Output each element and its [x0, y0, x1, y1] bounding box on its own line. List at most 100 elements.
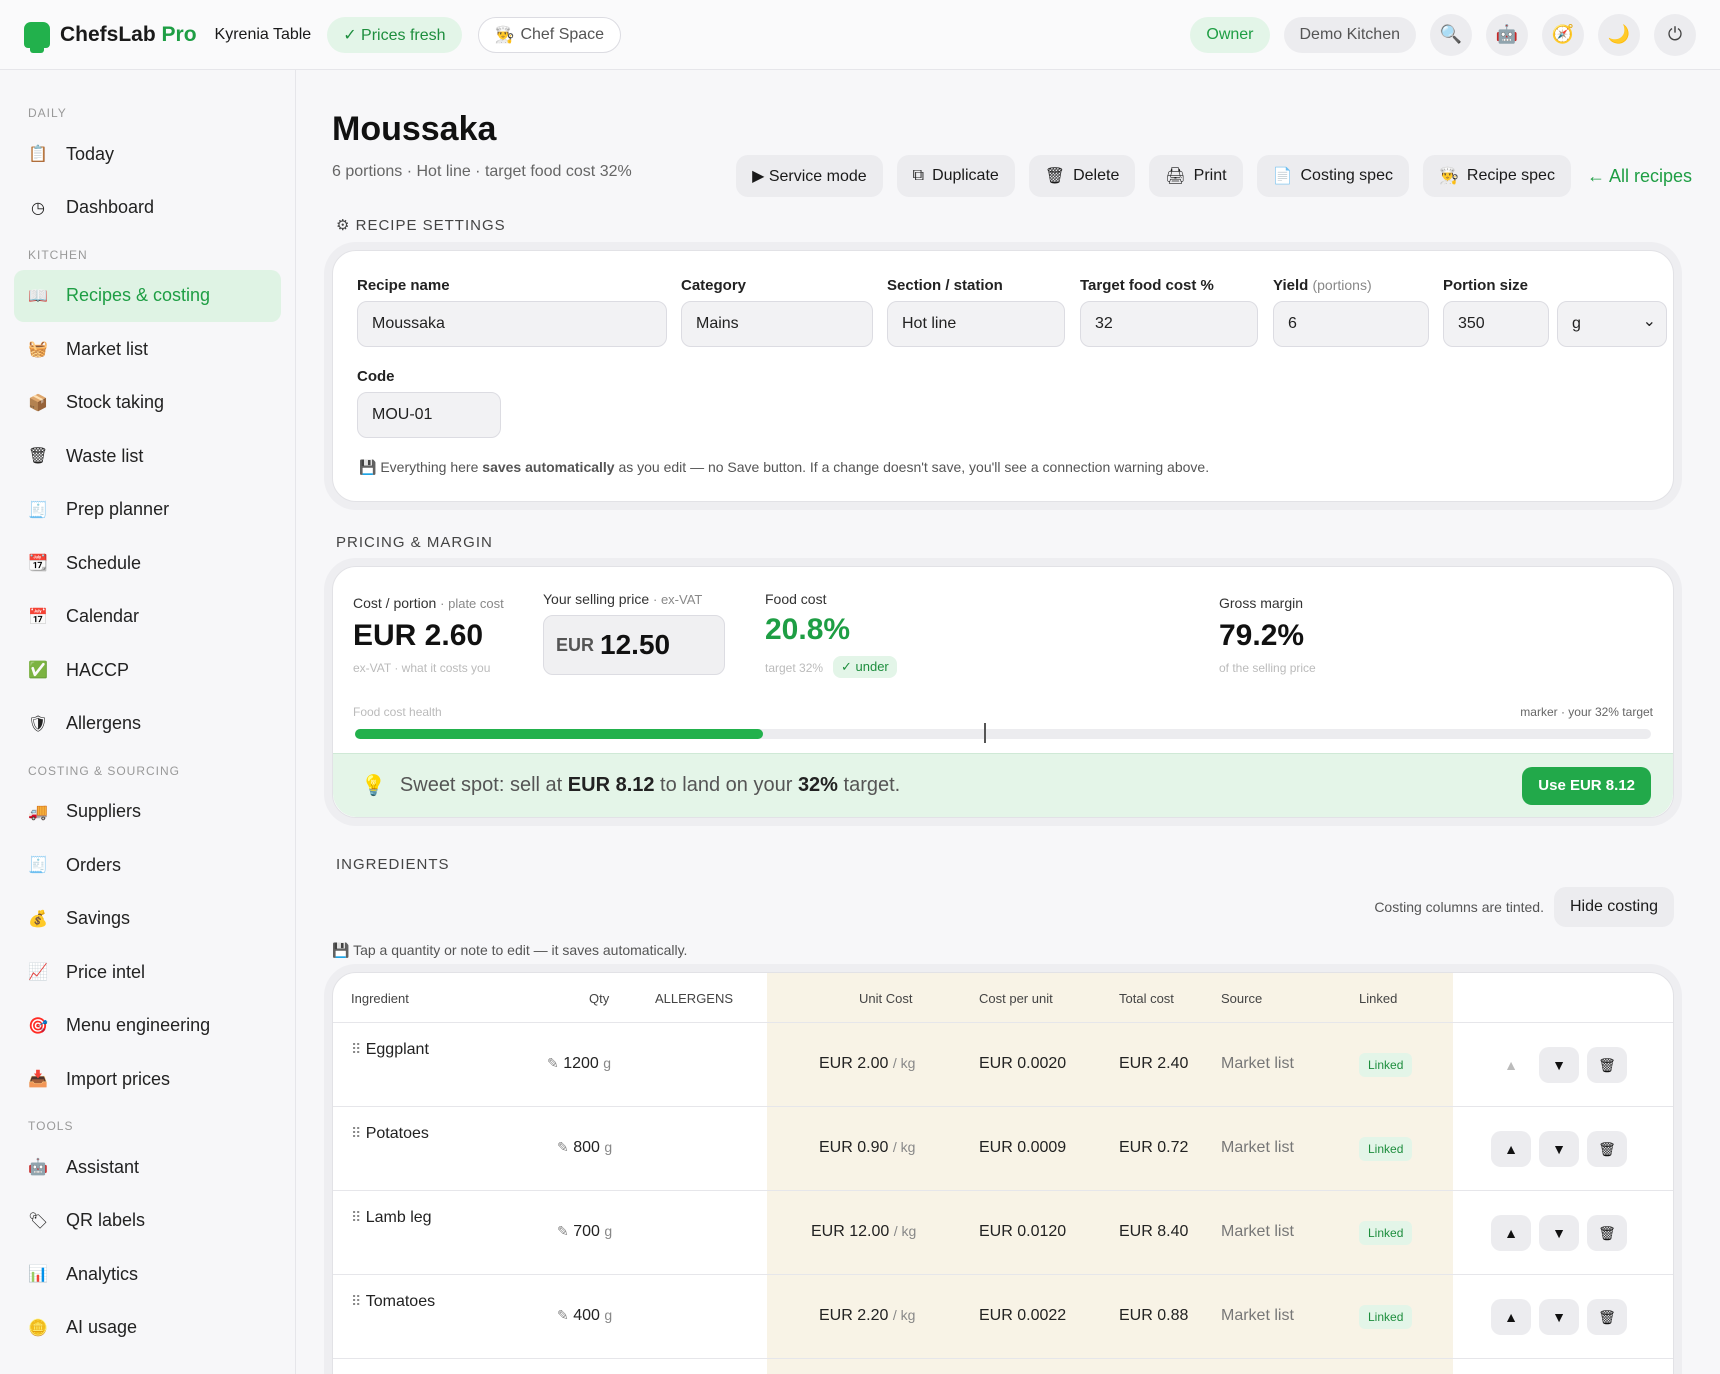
- qty-cell[interactable]: ✎ 800 g: [557, 1139, 613, 1156]
- table-row: ⠿ Lamb leg ✎ 700 g EUR 12.00 / kg EUR 0.…: [333, 1191, 1673, 1275]
- sidebar-item-menu-engineering[interactable]: 🎯 Menu engineering: [28, 1015, 211, 1035]
- source[interactable]: Market list: [1221, 1223, 1294, 1240]
- move-up-icon[interactable]: ▲: [1504, 1057, 1518, 1073]
- yield-field[interactable]: 6: [1273, 301, 1429, 347]
- move-down-icon[interactable]: ▼: [1539, 1215, 1579, 1251]
- source[interactable]: Market list: [1221, 1055, 1294, 1072]
- sidebar-item-analytics[interactable]: 📊 Analytics: [28, 1263, 139, 1284]
- sidebar-section-costing: COSTING & SOURCING: [28, 763, 181, 778]
- col-source: Source: [1221, 991, 1263, 1006]
- robot-icon[interactable]: 🤖: [1486, 13, 1528, 56]
- ingredient-name[interactable]: ⠿ Lamb leg: [351, 1209, 432, 1226]
- venue-name[interactable]: Kyrenia Table: [214, 25, 312, 43]
- page-title: Moussaka: [332, 110, 497, 148]
- section-station-label: Section / station: [887, 277, 1003, 294]
- sidebar-item-allergens[interactable]: 🛡 Allergens: [27, 713, 142, 733]
- print-button[interactable]: 🖨 Print: [1149, 155, 1243, 197]
- sidebar-item-qr-labels[interactable]: 🏷 QR labels: [27, 1210, 146, 1230]
- section-station-field[interactable]: Hot line: [887, 301, 1065, 347]
- sidebar-item-market-list[interactable]: 🧺 Market list: [28, 338, 149, 359]
- sidebar-item-haccp[interactable]: ✅ HACCP: [28, 659, 130, 680]
- prices-status-badge[interactable]: ✓ Prices fresh: [327, 16, 462, 53]
- sidebar-item-today[interactable]: 📋 Today: [28, 143, 115, 164]
- bar-chart-icon: 📊: [28, 1266, 48, 1283]
- move-down-icon[interactable]: ▼: [1539, 1047, 1579, 1083]
- qty-cell[interactable]: ✎ 1200 g: [547, 1055, 612, 1072]
- clipboard-icon: 📋: [28, 146, 48, 163]
- portion-unit-select[interactable]: g: [1557, 301, 1667, 347]
- selling-price-input[interactable]: EUR 12.50: [543, 615, 725, 675]
- sidebar-item-savings[interactable]: 💰 Savings: [28, 908, 131, 928]
- sidebar-item-schedule[interactable]: 📆 Schedule: [28, 552, 142, 573]
- sidebar-section-tools: TOOLS: [28, 1119, 74, 1133]
- sidebar-item-assistant[interactable]: 🤖 Assistant: [28, 1156, 140, 1177]
- book-icon: 📖: [28, 287, 48, 305]
- ingredient-name[interactable]: ⠿ Tomatoes: [351, 1293, 436, 1310]
- schedule-icon: 📆: [28, 555, 48, 572]
- col-total-cost: Total cost: [1119, 991, 1174, 1006]
- source[interactable]: Market list: [1221, 1307, 1294, 1324]
- chef-space-button[interactable]: 👨‍🍳 Chef Space: [477, 16, 622, 53]
- linked-badge: Linked: [1359, 1221, 1413, 1245]
- recipe-spec-button[interactable]: 👨‍🍳 Recipe spec: [1422, 155, 1571, 197]
- source[interactable]: Market list: [1221, 1139, 1294, 1156]
- moon-icon[interactable]: 🌙: [1598, 13, 1640, 56]
- sidebar-item-import-prices[interactable]: 📥 Import prices: [28, 1068, 171, 1089]
- tag-icon: 🏷: [27, 1212, 49, 1230]
- costing-spec-button[interactable]: 📄 Costing spec: [1256, 155, 1409, 197]
- sidebar-item-waste-list[interactable]: 🗑 Waste list: [27, 445, 144, 466]
- role-badge[interactable]: Owner: [1190, 16, 1270, 53]
- move-up-icon[interactable]: ▲: [1491, 1131, 1531, 1167]
- ingredient-name[interactable]: ⠿ Eggplant: [351, 1041, 429, 1058]
- move-down-icon[interactable]: ▼: [1539, 1131, 1579, 1167]
- move-down-icon[interactable]: ▼: [1539, 1299, 1579, 1335]
- hide-costing-button[interactable]: Hide costing: [1553, 887, 1674, 927]
- category-field[interactable]: Mains: [681, 301, 873, 347]
- qty-cell[interactable]: ✎ 400 g: [557, 1307, 613, 1324]
- pencil-icon: ✎: [557, 1223, 569, 1239]
- truck-icon: 🚚: [28, 803, 48, 821]
- delete-row-icon[interactable]: 🗑: [1587, 1299, 1627, 1335]
- ingredient-name[interactable]: ⠿ Potatoes: [351, 1125, 429, 1142]
- delete-row-icon[interactable]: 🗑: [1587, 1131, 1627, 1167]
- move-up-icon[interactable]: ▲: [1491, 1215, 1531, 1251]
- power-icon[interactable]: ⏻: [1654, 13, 1696, 56]
- code-field[interactable]: MOU-01: [357, 392, 501, 438]
- sidebar-item-suppliers[interactable]: 🚚 Suppliers: [28, 801, 142, 821]
- logo[interactable]: ChefsLab Pro: [24, 21, 197, 53]
- all-recipes-link[interactable]: ← All recipes: [1586, 165, 1692, 186]
- search-icon[interactable]: 🔍: [1430, 13, 1472, 56]
- recipe-settings-heading: ⚙ RECIPE SETTINGS: [336, 217, 506, 234]
- qty-cell[interactable]: ✎ 700 g: [557, 1223, 613, 1240]
- compass-icon[interactable]: 🧭: [1542, 13, 1584, 56]
- sidebar-item-stock-taking[interactable]: 📦 Stock taking: [28, 392, 165, 412]
- duplicate-button[interactable]: ⧉ Duplicate: [896, 155, 1015, 197]
- delete-row-icon[interactable]: 🗑: [1587, 1215, 1627, 1251]
- portion-size-field[interactable]: 350: [1443, 301, 1549, 347]
- calendar-icon: 📅: [28, 608, 48, 626]
- sidebar-item-recipes[interactable]: 📖 Recipes & costing: [14, 269, 281, 322]
- sidebar-item-price-intel[interactable]: 📈 Price intel: [28, 961, 146, 982]
- sidebar-item-dashboard[interactable]: ◷ Dashboard: [14, 182, 281, 234]
- service-mode-button[interactable]: ▶ Service mode: [736, 155, 883, 197]
- recipe-actions: ▶ Service mode ⧉ Duplicate 🗑 Delete 🖨 Print…: [736, 155, 1692, 197]
- recipe-header: Moussaka 6 portions · Hot line · target …: [332, 110, 1692, 197]
- recipe-name-field[interactable]: Moussaka: [357, 301, 667, 347]
- money-bag-icon: 💰: [28, 910, 48, 928]
- sidebar-item-ai-usage[interactable]: 🪙 AI usage: [28, 1317, 138, 1337]
- delete-row-icon[interactable]: 🗑: [1587, 1047, 1627, 1083]
- inbox-icon: 📥: [28, 1071, 48, 1088]
- pricing-card: Cost / portion · plate cost EUR 2.60 ex-…: [332, 566, 1674, 818]
- delete-button[interactable]: 🗑 Delete: [1028, 155, 1136, 197]
- cost-per-portion-label: Cost / portion · plate cost: [353, 595, 504, 611]
- use-sweet-spot-button[interactable]: Use EUR 8.12: [1522, 766, 1651, 805]
- sidebar-item-orders[interactable]: 🧾 Orders: [28, 854, 122, 875]
- sidebar: DAILY 📋 Today ◷ Dashboard KITCHEN 📖 Recipes…: [0, 70, 296, 1374]
- kitchen-switcher[interactable]: Demo Kitchen: [1283, 16, 1416, 53]
- sidebar-item-prep-planner[interactable]: 🧾 Prep planner: [28, 499, 170, 519]
- sidebar-section-kitchen: KITCHEN: [28, 247, 88, 262]
- move-up-icon[interactable]: ▲: [1491, 1299, 1531, 1335]
- target-food-cost-field[interactable]: 32: [1080, 301, 1258, 347]
- sidebar-item-calendar[interactable]: 📅 Calendar: [28, 606, 140, 626]
- yield-label: Yield (portions): [1273, 277, 1372, 294]
